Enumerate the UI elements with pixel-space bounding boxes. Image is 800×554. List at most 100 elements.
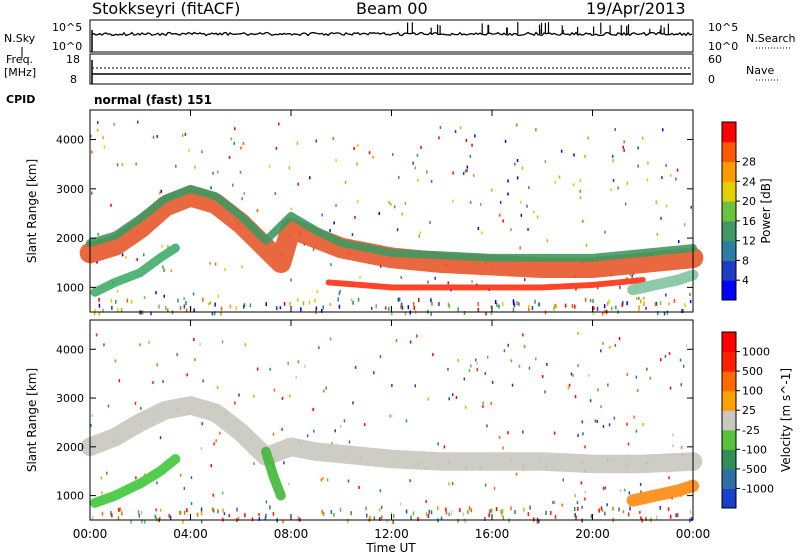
speckle-point: [201, 422, 203, 426]
y-tick-label: 2000: [56, 232, 84, 245]
colorbar-segment: [722, 488, 736, 509]
speckle-point: [471, 280, 473, 284]
ground-scatter-point: [643, 301, 645, 306]
speckle-point: [176, 353, 178, 357]
ground-scatter-point: [236, 507, 238, 512]
nsky-strip-trace: [91, 22, 693, 52]
ground-scatter-point: [167, 308, 169, 313]
ground-scatter-point: [381, 515, 383, 520]
ground-scatter-point: [398, 297, 401, 302]
speckle-point: [646, 178, 649, 182]
ground-scatter-point: [470, 508, 472, 513]
ground-scatter-point: [375, 304, 377, 309]
speckle-point: [331, 442, 333, 445]
speckle-point: [459, 126, 462, 130]
colorbar-frame: [721, 121, 737, 301]
velocity-y-axis-label: Slant Range [km]: [25, 368, 39, 472]
ground-scatter-point: [182, 519, 184, 524]
speckle-point: [330, 263, 332, 267]
ground-scatter-point: [584, 297, 587, 302]
ground-scatter-point: [154, 514, 157, 519]
ground-scatter-point: [120, 308, 123, 312]
ground-scatter-point: [365, 506, 367, 511]
ground-scatter-point: [669, 514, 672, 519]
speckle-point: [455, 396, 458, 399]
ground-scatter-point: [430, 510, 433, 515]
speckle-point: [609, 345, 611, 349]
speckle-point: [214, 262, 217, 266]
ground-scatter-point: [615, 305, 617, 310]
speckle-point: [526, 204, 528, 208]
speckle-point: [524, 278, 526, 282]
x-tick-label: 16:00: [475, 527, 510, 541]
ground-scatter-point: [673, 298, 676, 303]
ground-scatter-point: [531, 306, 534, 311]
colorbar-tick-label: 16: [742, 215, 756, 228]
speckle-point: [335, 158, 337, 162]
echo-band: [261, 446, 286, 501]
speckle-point: [457, 359, 459, 362]
speckle-point: [610, 188, 612, 192]
speckle-point: [184, 132, 187, 136]
speckle-point: [393, 205, 396, 209]
ground-scatter-point: [140, 510, 143, 515]
speckle-point: [611, 154, 614, 158]
ground-scatter-point: [168, 513, 170, 518]
ground-scatter-point: [574, 507, 576, 511]
speckle-point: [452, 171, 454, 175]
colorbar-segment: [722, 201, 736, 222]
ground-scatter-point: [656, 515, 658, 520]
speckle-point: [167, 245, 169, 249]
speckle-point: [404, 201, 407, 205]
ground-scatter-point: [467, 510, 469, 515]
speckle-point: [159, 436, 162, 440]
speckle-point: [194, 165, 196, 169]
ground-scatter-point: [445, 507, 447, 512]
speckle-point: [417, 178, 419, 182]
ground-scatter-point: [412, 301, 415, 306]
speckle-point: [148, 340, 150, 344]
speckle-point: [623, 140, 625, 144]
colorbar-tick-label: 24: [742, 175, 756, 188]
ground-scatter-point: [618, 507, 620, 512]
x-tick-label: 00:00: [73, 527, 108, 541]
speckle-point: [535, 357, 537, 361]
speckle-point: [96, 260, 98, 264]
speckle-point: [516, 159, 519, 162]
ground-scatter-point: [200, 507, 203, 512]
speckle-point: [379, 508, 381, 512]
speckle-point: [357, 143, 359, 147]
speckle-point: [490, 401, 492, 405]
speckle-point: [577, 434, 579, 437]
ground-scatter-point: [512, 299, 515, 304]
ground-scatter-point: [477, 307, 479, 312]
speckle-point: [522, 430, 524, 434]
speckle-point: [447, 367, 449, 371]
speckle-point: [152, 381, 154, 385]
speckle-point: [193, 338, 195, 341]
ground-scatter-point: [220, 306, 223, 311]
speckle-point: [504, 139, 507, 143]
speckle-point: [560, 149, 563, 153]
ground-scatter-point: [491, 508, 493, 513]
ground-scatter-point: [308, 300, 311, 305]
speckle-point: [289, 394, 291, 398]
speckle-point: [156, 481, 158, 485]
speckle-point: [680, 446, 683, 449]
speckle-point: [401, 212, 403, 216]
ground-scatter-point: [527, 512, 530, 517]
speckle-point: [637, 146, 639, 150]
ground-scatter-point: [401, 305, 404, 310]
speckle-point: [665, 293, 667, 297]
y-tick-label: 4000: [56, 134, 84, 147]
speckle-point: [217, 294, 219, 298]
speckle-point: [113, 123, 115, 126]
ground-scatter-point: [200, 511, 203, 516]
ground-scatter-point: [675, 513, 677, 518]
speckle-point: [637, 389, 639, 392]
speckle-point: [339, 424, 342, 428]
speckle-point: [159, 191, 161, 195]
speckle-point: [121, 163, 124, 166]
speckle-point: [628, 491, 631, 495]
speckle-point: [379, 489, 382, 493]
